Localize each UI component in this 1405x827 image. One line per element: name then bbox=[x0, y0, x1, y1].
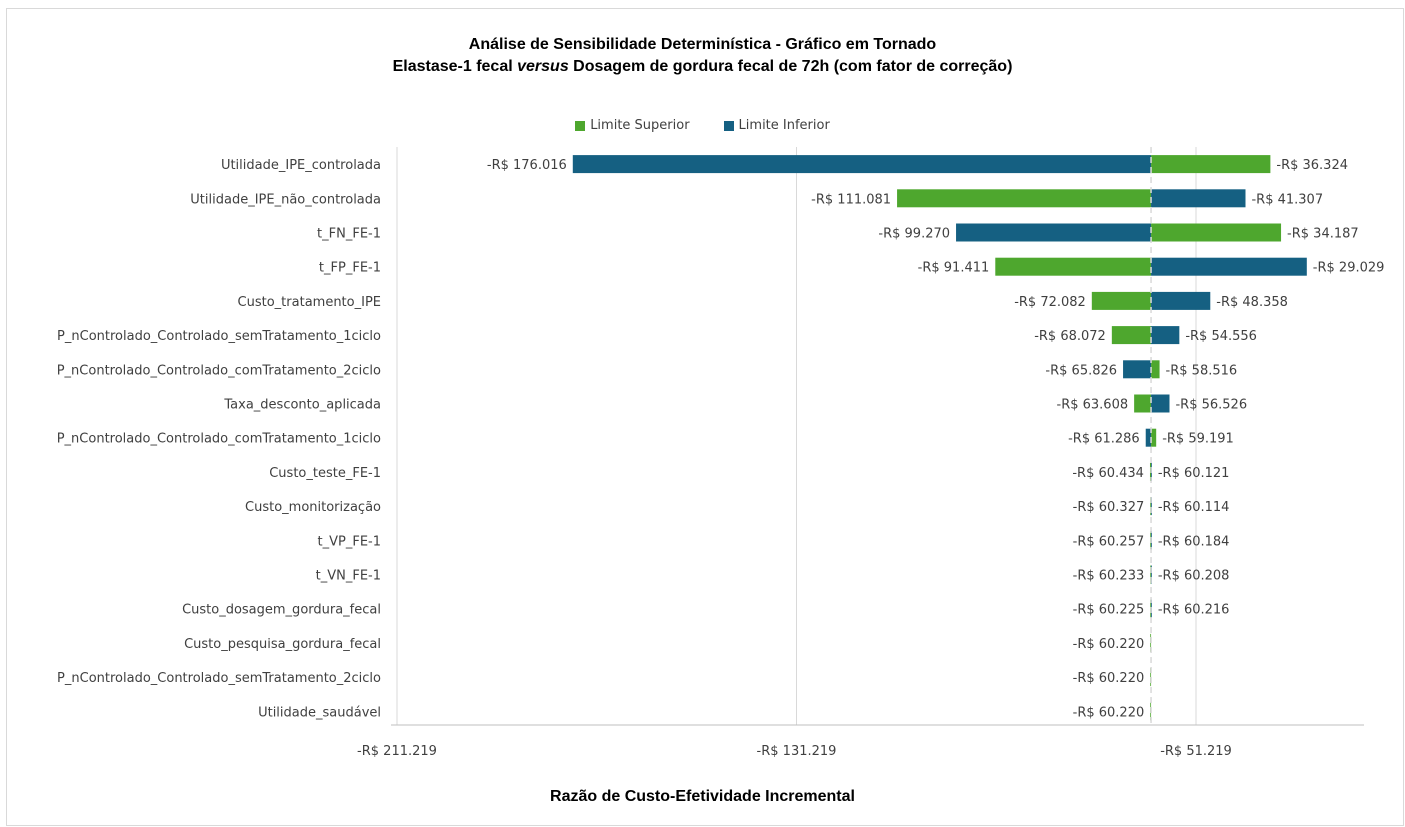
data-label-left: -R$ 176.016 bbox=[487, 158, 567, 173]
data-label-left: -R$ 60.434 bbox=[1072, 466, 1144, 481]
category-label: Custo_monitorização bbox=[245, 500, 381, 515]
data-label-left: -R$ 60.220 bbox=[1073, 705, 1145, 720]
data-label-right: -R$ 60.216 bbox=[1158, 603, 1230, 618]
data-label-right: -R$ 60.121 bbox=[1158, 466, 1230, 481]
x-tick-label: -R$ 211.219 bbox=[357, 744, 437, 759]
chart-title: Análise de Sensibilidade Determinística … bbox=[468, 36, 937, 53]
bar-right bbox=[1151, 428, 1157, 447]
data-label-right: -R$ 59.191 bbox=[1162, 432, 1234, 447]
bar-right bbox=[1151, 291, 1211, 310]
data-label-left: -R$ 99.270 bbox=[878, 227, 950, 242]
category-label: P_nControlado_Controlado_semTratamento_1… bbox=[57, 329, 381, 344]
data-label-right: -R$ 58.516 bbox=[1166, 363, 1238, 378]
category-label: Custo_tratamento_IPE bbox=[238, 295, 381, 310]
bar-left bbox=[956, 223, 1152, 242]
data-label-left: -R$ 60.327 bbox=[1073, 500, 1145, 515]
data-label-left: -R$ 60.257 bbox=[1073, 534, 1145, 549]
bar-right bbox=[1151, 360, 1160, 379]
bar-right bbox=[1151, 223, 1282, 242]
data-label-right: -R$ 54.556 bbox=[1185, 329, 1257, 344]
category-label: P_nControlado_Controlado_semTratamento_2… bbox=[57, 671, 381, 686]
subtitle-part-3: Dosagem de gordura fecal de 72h (com fat… bbox=[568, 58, 1013, 75]
bar-right bbox=[1151, 257, 1307, 276]
data-label-left: -R$ 72.082 bbox=[1014, 295, 1086, 310]
category-label: Utilidade_IPE_controlada bbox=[221, 158, 381, 173]
subtitle-part-2: versus bbox=[517, 58, 569, 75]
bar-right bbox=[1151, 326, 1180, 345]
bar-left bbox=[1134, 394, 1152, 413]
legend-item-superior: Limite Superior bbox=[575, 118, 690, 133]
data-label-right: -R$ 41.307 bbox=[1251, 192, 1323, 207]
bar-right bbox=[1151, 394, 1170, 413]
subtitle-part-1: Elastase-1 fecal bbox=[392, 58, 518, 75]
bar-left bbox=[572, 155, 1152, 174]
data-label-right: -R$ 60.208 bbox=[1158, 569, 1230, 584]
data-label-left: -R$ 68.072 bbox=[1034, 329, 1106, 344]
bar-right bbox=[1151, 155, 1271, 174]
data-label-right: -R$ 36.324 bbox=[1276, 158, 1348, 173]
bar-left bbox=[1150, 565, 1152, 584]
x-tick-label: -R$ 51.219 bbox=[1160, 744, 1232, 759]
chart-legend: Limite Superior Limite Inferior bbox=[0, 118, 1405, 133]
category-label: t_VP_FE-1 bbox=[318, 534, 381, 549]
chart-subtitle: Elastase-1 fecal versus Dosagem de gordu… bbox=[0, 58, 1405, 76]
data-label-right: -R$ 29.029 bbox=[1313, 261, 1385, 276]
category-label: Custo_dosagem_gordura_fecal bbox=[182, 603, 381, 618]
legend-label-inferior: Limite Inferior bbox=[738, 118, 830, 133]
data-label-left: -R$ 65.826 bbox=[1045, 363, 1117, 378]
category-label: Utilidade_saudável bbox=[258, 705, 381, 720]
data-label-left: -R$ 111.081 bbox=[811, 192, 891, 207]
bar-right bbox=[1151, 565, 1152, 584]
data-label-left: -R$ 61.286 bbox=[1068, 432, 1140, 447]
bar-left bbox=[1145, 428, 1152, 447]
bar-left bbox=[1091, 291, 1152, 310]
data-label-right: -R$ 34.187 bbox=[1287, 227, 1359, 242]
legend-swatch-superior bbox=[575, 120, 586, 131]
data-label-left: -R$ 63.608 bbox=[1057, 398, 1129, 413]
legend-item-inferior: Limite Inferior bbox=[723, 118, 830, 133]
data-label-left: -R$ 60.220 bbox=[1073, 637, 1145, 652]
bar-right bbox=[1151, 497, 1152, 516]
data-label-right: -R$ 60.184 bbox=[1158, 534, 1230, 549]
bar-left bbox=[995, 257, 1152, 276]
bar-left bbox=[1150, 497, 1152, 516]
legend-label-superior: Limite Superior bbox=[590, 118, 690, 133]
category-label: t_FP_FE-1 bbox=[319, 261, 381, 276]
category-label: Custo_pesquisa_gordura_fecal bbox=[184, 637, 381, 652]
data-label-right: -R$ 60.114 bbox=[1158, 500, 1230, 515]
category-label: t_VN_FE-1 bbox=[316, 569, 381, 584]
data-label-left: -R$ 60.225 bbox=[1073, 603, 1145, 618]
legend-swatch-inferior bbox=[723, 120, 734, 131]
category-label: Utilidade_IPE_não_controlada bbox=[190, 192, 381, 207]
data-label-right: -R$ 56.526 bbox=[1175, 398, 1247, 413]
data-label-right: -R$ 48.358 bbox=[1216, 295, 1288, 310]
data-label-left: -R$ 60.220 bbox=[1073, 671, 1145, 686]
x-axis-title: Razão de Custo-Efetividade Incremental bbox=[550, 788, 855, 805]
bar-left bbox=[1111, 326, 1152, 345]
bar-left bbox=[1123, 360, 1152, 379]
category-label: Custo_teste_FE-1 bbox=[269, 466, 381, 481]
category-label: t_FN_FE-1 bbox=[317, 227, 381, 242]
category-label: Taxa_desconto_aplicada bbox=[223, 398, 381, 413]
category-label: P_nControlado_Controlado_comTratamento_1… bbox=[57, 432, 381, 447]
bar-right bbox=[1151, 189, 1246, 208]
chart-frame bbox=[6, 8, 1404, 826]
x-tick-label: -R$ 131.219 bbox=[757, 744, 837, 759]
data-label-left: -R$ 60.233 bbox=[1073, 569, 1145, 584]
data-label-left: -R$ 91.411 bbox=[918, 261, 990, 276]
bar-left bbox=[897, 189, 1152, 208]
category-label: P_nControlado_Controlado_comTratamento_2… bbox=[57, 363, 381, 378]
